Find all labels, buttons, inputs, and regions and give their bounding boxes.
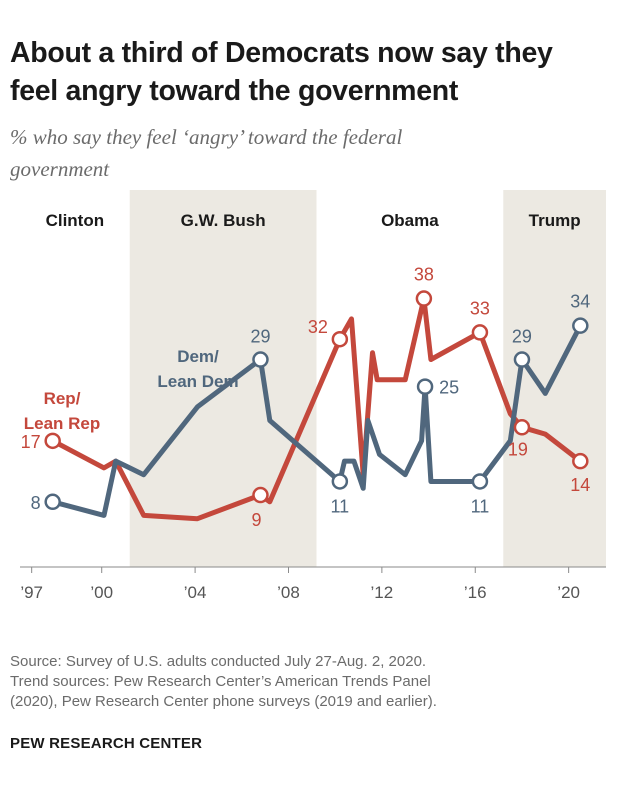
rep-data-point	[513, 419, 531, 436]
brand-logo-text: PEW RESEARCH CENTER	[10, 735, 203, 752]
rep-data-point	[331, 330, 349, 348]
x-tick-label: ’20	[557, 583, 580, 602]
dem-data-label: 8	[31, 493, 41, 513]
dem-series-name: Dem/	[177, 347, 219, 366]
title-line-2: feel angry toward the government	[10, 75, 459, 107]
x-tick-label: ’08	[277, 583, 300, 602]
rep-data-label: 17	[21, 432, 41, 452]
era-label-trump: Trump	[529, 211, 581, 230]
dem-data-point	[513, 351, 531, 368]
rep-data-label: 19	[508, 439, 528, 459]
rep-data-point	[572, 452, 589, 470]
rep-data-label: 32	[308, 317, 328, 337]
dem-data-point	[416, 378, 434, 395]
chart-subtitle: % who say they feel ‘angry’ toward the f…	[10, 121, 570, 185]
dem-series-line	[50, 323, 583, 518]
line-chart: Clinton G.W. Bush Obama Trump ’97 ’00 ’04 ’08 ’1…	[20, 190, 606, 602]
x-tick-label: ’16	[464, 583, 487, 602]
rep-data-label: 14	[570, 475, 590, 495]
dem-data-label: 29	[512, 327, 532, 347]
dem-series-name: Lean Dem	[157, 372, 238, 391]
era-label-g-w-bush: G.W. Bush	[181, 211, 266, 230]
dem-data-label: 25	[439, 378, 459, 398]
era-band-g-w-bush	[129, 190, 317, 567]
dem-data-label: 11	[331, 496, 350, 516]
dem-data-label: 11	[471, 496, 490, 516]
dem-data-label: 29	[250, 327, 270, 347]
rep-series-line	[50, 296, 583, 522]
source-line-1: Source: Survey of U.S. adults conducted …	[10, 653, 427, 670]
x-tick-label: ’04	[184, 583, 207, 602]
dem-data-point	[471, 473, 489, 490]
era-label-clinton: Clinton	[46, 211, 105, 230]
dem-data-point	[331, 473, 349, 490]
era-label-obama: Obama	[381, 211, 439, 230]
dem-data-point	[572, 317, 589, 334]
x-tick-label: ’12	[371, 583, 394, 602]
source-line-2: Trend sources: Pew Research Center’s Ame…	[10, 673, 431, 690]
rep-series-name: Rep/	[44, 389, 81, 408]
rep-data-point	[415, 290, 433, 307]
subtitle-line-2: government	[10, 157, 110, 181]
chart-title: About a third of Democrats now say they …	[10, 34, 618, 110]
rep-data-label: 38	[414, 265, 434, 285]
rep-data-point	[44, 432, 61, 450]
rep-data-label: 33	[470, 298, 490, 318]
source-note: Source: Survey of U.S. adults conducted …	[10, 652, 610, 712]
title-line-1: About a third of Democrats now say they	[10, 37, 553, 69]
rep-data-label: 9	[251, 510, 261, 530]
x-tick-label: ’00	[90, 583, 113, 602]
source-line-3: (2020), Pew Research Center phone survey…	[10, 693, 437, 710]
subtitle-line-1: % who say they feel ‘angry’ toward the f…	[10, 125, 403, 149]
rep-data-point	[471, 324, 489, 341]
dem-data-label: 34	[570, 292, 590, 312]
dem-data-point	[44, 493, 61, 511]
x-tick-label: ’97	[20, 583, 43, 602]
rep-series-name: Lean Rep	[24, 414, 101, 433]
dem-data-point	[252, 351, 269, 368]
rep-data-point	[252, 486, 269, 504]
